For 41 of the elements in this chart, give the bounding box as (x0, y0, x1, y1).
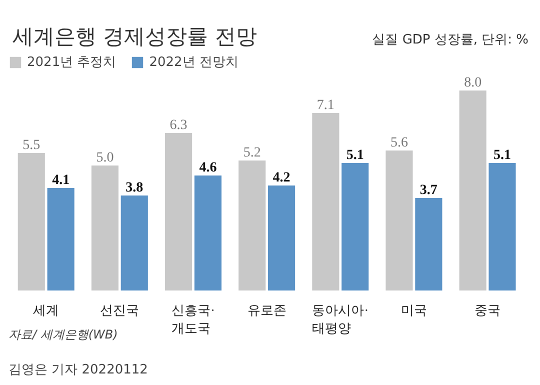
data-label: 5.1 (493, 148, 511, 163)
x-tick-label: 선진국 (100, 302, 140, 318)
legend-label: 2022년 전망치 (149, 54, 238, 71)
bar (415, 198, 442, 290)
bar (165, 133, 192, 290)
x-tick-label: 동아시아· 태평양 (312, 302, 369, 336)
data-label: 4.1 (52, 173, 70, 188)
bar (91, 166, 119, 290)
bar (459, 90, 486, 290)
data-label: 5.5 (22, 138, 40, 153)
x-tick-label: 세계 (33, 302, 60, 318)
data-label: 4.6 (199, 160, 217, 176)
bar (488, 163, 516, 290)
data-label: 3.8 (126, 180, 144, 196)
bar (386, 150, 413, 290)
data-label: 5.1 (346, 148, 364, 163)
bar (194, 176, 222, 290)
bar (312, 113, 340, 290)
data-label: 6.3 (170, 118, 188, 133)
bar (120, 196, 148, 290)
data-label: 3.7 (420, 183, 438, 198)
bar (18, 153, 45, 290)
data-label: 4.2 (272, 170, 290, 186)
x-tick-label: 중국 (474, 302, 501, 318)
text: 자료/ 세계은행(WB) (8, 328, 118, 342)
bar (238, 160, 266, 290)
chart-title: 세계은행 경제성장률 전망 (12, 24, 257, 48)
legend-label: 2021년 추정치 (27, 54, 116, 71)
x-tick-label: 유로존 (247, 302, 286, 318)
data-label: 5.6 (390, 136, 408, 150)
bar (268, 186, 296, 290)
data-label: 5.0 (96, 150, 114, 166)
data-label: 5.2 (243, 146, 261, 160)
x-tick-label: 미국 (400, 302, 427, 318)
x-tick-label: 신흥국· 개도국 (172, 302, 215, 336)
data-label: 8.0 (464, 76, 482, 90)
bar (47, 188, 74, 290)
data-label: 7.1 (316, 98, 334, 113)
bar (342, 163, 369, 290)
text: 김영은 기자 20220112 (8, 362, 148, 378)
chart-subtitle: 실질 GDP 성장률, 단위: % (372, 32, 529, 48)
